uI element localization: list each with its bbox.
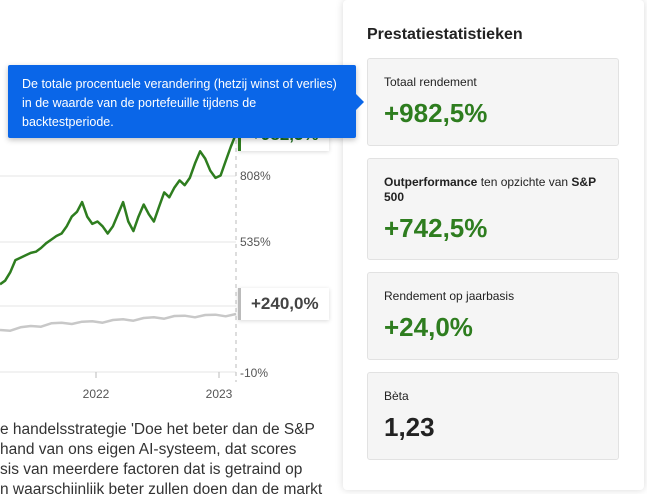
strategy-description: e handelsstrategie 'Doe het beter dan de… bbox=[0, 420, 336, 494]
annualized-return-card[interactable]: Rendement op jaarbasis +24,0% bbox=[367, 272, 619, 360]
total-return-value: +982,5% bbox=[384, 98, 488, 128]
description-line: e handelsstrategie 'Doe het beter dan de… bbox=[0, 421, 315, 438]
stats-title: Prestatiestatistieken bbox=[367, 26, 523, 43]
annualized-return-label: Rendement op jaarbasis bbox=[384, 289, 515, 303]
strategy-line bbox=[0, 133, 238, 286]
description-line: sis van meerdere factoren dat is getrain… bbox=[0, 461, 303, 478]
y-tick-label: -10% bbox=[240, 366, 268, 380]
outperformance-value: +742,5% bbox=[384, 213, 488, 243]
beta-value: 1,23 bbox=[384, 412, 435, 442]
outperformance-label-strong: Outperformance bbox=[384, 175, 478, 189]
x-tick-label: 2022 bbox=[83, 387, 110, 401]
tooltip-text: De totale procentuele verandering (hetzi… bbox=[22, 77, 337, 129]
y-tick-label: 808% bbox=[240, 169, 271, 183]
description-line: hand van ons eigen AI-systeem, dat score… bbox=[0, 441, 297, 458]
outperformance-card[interactable]: Outperformance ten opzichte van S&P 500 … bbox=[367, 158, 619, 260]
y-tick-label: 535% bbox=[240, 235, 271, 249]
description-line: n waarschijnlijk beter zullen doen dan d… bbox=[0, 481, 323, 494]
total-return-tooltip: De totale procentuele verandering (hetzi… bbox=[8, 65, 356, 138]
tooltip-arrow bbox=[356, 94, 364, 110]
outperformance-label-benchmark: S&P 500 bbox=[384, 175, 596, 204]
beta-label: Bèta bbox=[384, 389, 409, 403]
sp500-return-badge: +240,0% bbox=[238, 288, 329, 320]
outperformance-label: Outperformance ten opzichte van S&P 500 bbox=[384, 175, 602, 205]
total-return-card[interactable]: Totaal rendement +982,5% bbox=[367, 58, 619, 146]
total-return-label: Totaal rendement bbox=[384, 75, 477, 89]
annualized-return-value: +24,0% bbox=[384, 312, 473, 342]
outperformance-label-text: ten opzichte van bbox=[477, 175, 572, 189]
beta-card[interactable]: Bèta 1,23 bbox=[367, 372, 619, 460]
benchmark-line bbox=[0, 312, 237, 332]
x-tick-label: 2023 bbox=[206, 387, 233, 401]
performance-stats-panel: Prestatiestatistieken Totaal rendement +… bbox=[343, 0, 644, 490]
chart-canvas: 808% 535% -10% 2022 2023 bbox=[0, 133, 271, 401]
